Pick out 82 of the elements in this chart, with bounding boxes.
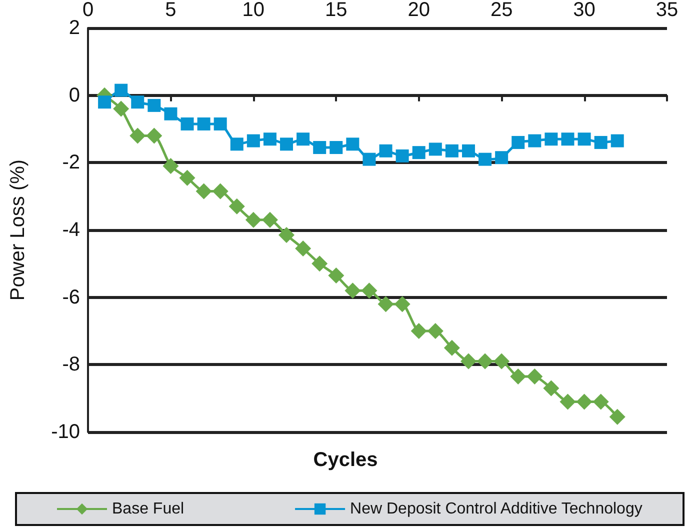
x-tick-label: 10 xyxy=(242,0,265,21)
point xyxy=(361,282,378,299)
y-tick-label: -4 xyxy=(62,219,80,241)
point xyxy=(609,408,626,425)
point xyxy=(576,394,592,410)
point xyxy=(578,132,591,146)
point xyxy=(344,282,361,299)
point xyxy=(362,152,376,166)
point xyxy=(561,132,574,146)
point xyxy=(246,134,260,148)
x-tick-label: 25 xyxy=(490,0,513,21)
point xyxy=(495,151,508,164)
point xyxy=(98,96,112,109)
legend-label: Base Fuel xyxy=(112,500,184,518)
point xyxy=(526,368,543,384)
point xyxy=(346,138,360,151)
x-tick-label: 5 xyxy=(165,0,176,21)
point xyxy=(295,240,312,257)
point xyxy=(394,296,410,312)
point xyxy=(148,98,161,112)
point xyxy=(528,134,542,148)
x-tick-label: 0 xyxy=(82,0,94,21)
point xyxy=(214,117,227,130)
point xyxy=(460,353,476,370)
x-tick-label: 20 xyxy=(408,0,430,21)
point xyxy=(296,132,310,146)
point xyxy=(594,136,608,149)
point xyxy=(162,158,179,174)
point xyxy=(462,144,475,158)
point xyxy=(560,394,576,410)
point xyxy=(313,141,326,154)
point xyxy=(230,138,244,151)
point xyxy=(477,353,494,370)
point xyxy=(131,96,144,109)
point xyxy=(610,134,624,148)
point xyxy=(512,136,525,149)
point xyxy=(130,128,146,144)
point xyxy=(444,340,460,356)
point xyxy=(478,152,492,166)
x-tick-label: 30 xyxy=(573,0,596,21)
point xyxy=(543,380,560,396)
y-tick-label: -10 xyxy=(51,421,80,443)
point xyxy=(330,141,343,154)
x-axis-title: Cycles xyxy=(313,449,378,471)
y-axis-title: Power Loss (%) xyxy=(7,159,29,301)
point xyxy=(445,144,458,158)
point xyxy=(114,84,128,97)
point xyxy=(228,198,245,214)
point xyxy=(378,296,394,312)
point xyxy=(245,212,262,228)
point xyxy=(197,117,210,130)
point xyxy=(544,132,558,146)
point xyxy=(427,323,444,339)
point xyxy=(396,149,409,162)
point xyxy=(179,170,196,186)
x-tick-label: 15 xyxy=(325,0,348,21)
point xyxy=(146,128,162,144)
point xyxy=(592,394,609,410)
legend-label: New Deposit Control Additive Technology xyxy=(350,500,642,518)
y-tick-label: 2 xyxy=(68,17,80,39)
x-tick-label: 35 xyxy=(656,0,678,21)
point xyxy=(494,353,510,370)
point xyxy=(278,227,295,244)
y-tick-label: -6 xyxy=(62,286,80,308)
point xyxy=(263,132,276,146)
y-tick-label: 0 xyxy=(68,84,80,106)
point xyxy=(428,142,442,156)
y-tick-label: -8 xyxy=(62,354,80,376)
point xyxy=(328,267,344,284)
point xyxy=(262,212,278,228)
point xyxy=(196,183,212,200)
point xyxy=(412,146,426,160)
point xyxy=(164,107,178,120)
y-tick-label: -2 xyxy=(62,152,80,174)
point xyxy=(312,256,328,272)
point xyxy=(113,100,130,117)
point xyxy=(212,183,228,200)
point xyxy=(379,144,392,158)
point xyxy=(410,323,427,339)
point xyxy=(280,138,294,151)
point xyxy=(510,368,526,384)
point xyxy=(180,117,194,130)
